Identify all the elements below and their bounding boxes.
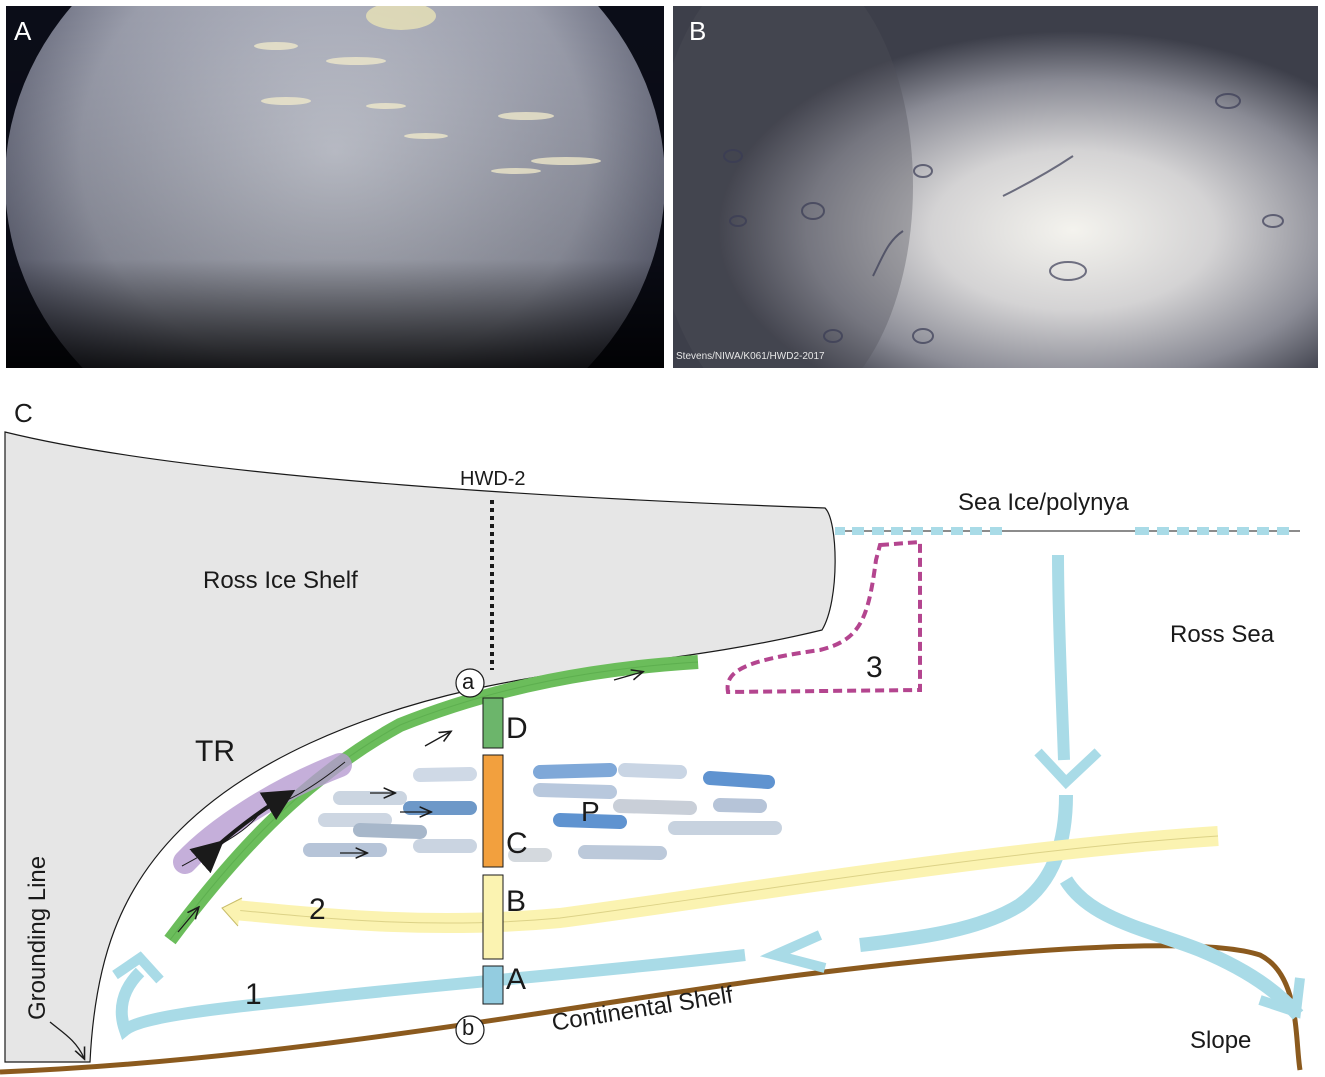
core-unit-d: [482, 697, 504, 749]
flow-2-label: 2: [309, 893, 326, 926]
photo-a-image: [6, 6, 664, 368]
yellow-flow-head: [221, 897, 243, 927]
photo-credit: Stevens/NIWA/K061/HWD2-2017: [676, 351, 825, 362]
p-label: P: [581, 796, 600, 827]
photo-a: A: [6, 6, 664, 368]
ice-shelf-diagram: [0, 431, 1305, 1075]
cyan-flows: [112, 554, 1305, 1040]
photo-b-image: [673, 6, 1318, 368]
sea-ice-label: Sea Ice/polynya: [958, 489, 1129, 516]
plume-cluster: [303, 763, 782, 862]
unit-a-label: A: [506, 963, 527, 996]
ice-shelf-label: Ross Ice Shelf: [203, 567, 358, 594]
core-unit-b: [482, 874, 504, 960]
unit-d-label: D: [506, 712, 528, 745]
sea-floor: [0, 943, 1303, 1075]
flow-1-label: 1: [245, 978, 262, 1011]
panel-a-letter: A: [14, 16, 32, 46]
point-a-label: a: [462, 669, 475, 694]
core-unit-a: [482, 965, 504, 1005]
slope-label: Slope: [1190, 1027, 1252, 1054]
region-3-outline: [725, 539, 922, 695]
point-a-circle: [455, 668, 485, 698]
ross-sea-label: Ross Sea: [1170, 621, 1275, 648]
sea-ice-blocks: [835, 527, 1289, 535]
unit-b-label: B: [506, 885, 527, 918]
unit-c-label: C: [506, 827, 528, 860]
photo-b: B Stevens/NIWA/K061/HWD2-2017: [673, 6, 1318, 368]
flow-3-label: 3: [866, 651, 883, 684]
grounding-arrow: [49, 1021, 84, 1058]
yellow-flow-outline: [234, 835, 1219, 924]
point-b-label: b: [462, 1015, 475, 1040]
tr-label: TR: [195, 735, 235, 768]
panel-c-letter: C: [14, 398, 33, 428]
tr-double-arrow: [189, 789, 296, 874]
grounding-line-label: Grounding Line: [24, 855, 51, 1020]
flow-arrows: [177, 672, 642, 933]
core-unit-c: [482, 754, 504, 868]
panel-b-letter: B: [689, 16, 707, 46]
point-b-circle: [455, 1015, 485, 1045]
borehole-label: HWD-2: [460, 468, 526, 490]
